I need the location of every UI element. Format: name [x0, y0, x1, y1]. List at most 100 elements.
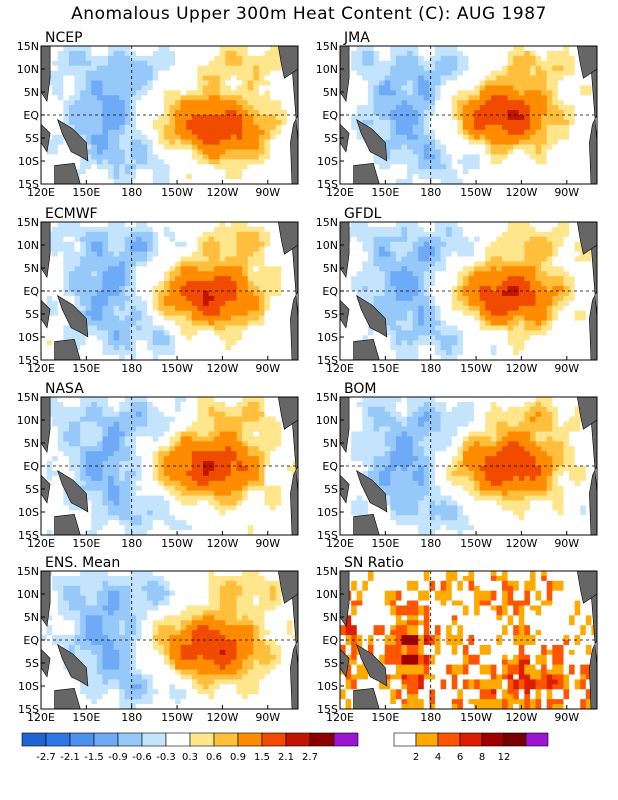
y-tick-label: 5S	[324, 132, 338, 145]
land	[41, 222, 51, 279]
x-tick-label: 150W	[460, 186, 492, 199]
x-tick-label: 150W	[161, 186, 193, 199]
y-tick-label: 10N	[17, 588, 39, 601]
x-tick-label: 90W	[554, 711, 579, 724]
y-tick-label: 15N	[316, 565, 338, 578]
x-tick-label: 150W	[161, 537, 193, 550]
land	[356, 643, 388, 687]
x-tick-label: 150E	[371, 537, 399, 550]
colorbar-label: -2.1	[60, 752, 80, 763]
x-tick-label: 90W	[255, 537, 280, 550]
colorbar-label: -0.9	[108, 752, 128, 763]
y-tick-label: 15N	[17, 216, 39, 229]
y-tick-label: 10N	[17, 63, 39, 76]
ratio-colorbar-swatch	[525, 732, 549, 747]
land	[340, 648, 350, 678]
colorbar-swatch	[117, 732, 143, 747]
x-tick-label: 180	[420, 186, 441, 199]
land	[353, 513, 380, 535]
land	[589, 222, 597, 360]
field	[340, 397, 597, 535]
ratio-colorbar-label: 2	[413, 752, 419, 763]
land	[576, 571, 597, 604]
x-tick-label: 90W	[554, 362, 579, 375]
field	[41, 397, 298, 535]
land	[277, 571, 298, 604]
y-tick-label: 15S	[18, 354, 39, 367]
land	[340, 222, 350, 279]
colorbar-label: 2.1	[278, 752, 294, 763]
panel: 120E 150E 180 150W 120W 90W 15N 10N 5N EQ 5S 10S 15S…	[316, 555, 598, 724]
field	[41, 571, 298, 709]
y-tick-label: 10N	[316, 63, 338, 76]
x-tick-label: 150E	[371, 186, 399, 199]
y-tick-label: 15S	[18, 529, 39, 542]
land	[290, 571, 298, 709]
land	[353, 338, 380, 360]
x-tick-label: 90W	[255, 711, 280, 724]
land	[57, 469, 89, 513]
y-tick-label: 10N	[316, 414, 338, 427]
x-tick-label: 180	[121, 362, 142, 375]
panel: 120E 150E 180 150W 120W 90W 15N 10N 5N EQ 5S 10S 15S…	[17, 555, 299, 724]
x-tick-label: 120E	[27, 537, 55, 550]
colorbar-swatch	[189, 732, 215, 747]
ratio-colorbar-swatch	[459, 732, 483, 747]
field	[340, 571, 597, 709]
y-tick-label: 15N	[17, 40, 39, 53]
y-tick-label: 15N	[316, 391, 338, 404]
land	[290, 46, 298, 184]
x-tick-label: 150E	[72, 362, 100, 375]
x-tick-label: 120E	[326, 362, 354, 375]
land	[576, 397, 597, 430]
land	[290, 222, 298, 360]
y-tick-label: 5S	[324, 483, 338, 496]
land	[340, 571, 350, 628]
ratio-colorbar-swatch	[415, 732, 439, 747]
field	[340, 46, 597, 184]
colorbar-label: -1.5	[84, 752, 104, 763]
y-tick-label: 10N	[316, 588, 338, 601]
y-tick-label: EQ	[322, 634, 338, 647]
x-tick-label: 150E	[371, 362, 399, 375]
y-tick-label: EQ	[322, 109, 338, 122]
y-tick-label: 5N	[24, 86, 39, 99]
x-tick-label: 180	[121, 711, 142, 724]
y-tick-label: 5S	[25, 657, 39, 670]
y-tick-label: EQ	[23, 634, 39, 647]
panel-label: ENS. Mean	[45, 555, 120, 571]
panel-label: BOM	[344, 381, 376, 397]
x-tick-label: 120W	[505, 537, 537, 550]
x-tick-label: 120E	[27, 362, 55, 375]
land	[589, 571, 597, 709]
y-tick-label: 15N	[17, 565, 39, 578]
y-tick-label: 15S	[18, 178, 39, 191]
y-tick-label: 15S	[317, 703, 338, 716]
y-tick-label: 5S	[324, 308, 338, 321]
y-tick-label: 10S	[18, 680, 39, 693]
panel: 120E 150E 180 150W 120W 90W 15N 10N 5N EQ 5S 10S 15S…	[17, 381, 299, 550]
x-tick-label: 120E	[326, 537, 354, 550]
x-tick-label: 150W	[460, 711, 492, 724]
x-tick-label: 120W	[206, 711, 238, 724]
land	[57, 294, 89, 338]
field	[340, 222, 597, 360]
x-tick-label: 180	[121, 537, 142, 550]
x-tick-label: 120W	[206, 537, 238, 550]
x-tick-label: 120E	[326, 186, 354, 199]
land	[57, 643, 89, 687]
ratio-colorbar-label: 8	[479, 752, 485, 763]
colorbar-label: 0.3	[182, 752, 198, 763]
land	[277, 46, 298, 79]
land	[340, 46, 350, 103]
colorbar-swatch	[261, 732, 287, 747]
y-tick-label: 15N	[316, 216, 338, 229]
colorbar-label: -0.3	[156, 752, 176, 763]
y-tick-label: 5S	[25, 132, 39, 145]
panel-label: NASA	[45, 381, 84, 397]
x-tick-label: 90W	[554, 186, 579, 199]
land	[54, 687, 81, 709]
land	[340, 123, 350, 153]
x-tick-label: 120W	[206, 186, 238, 199]
